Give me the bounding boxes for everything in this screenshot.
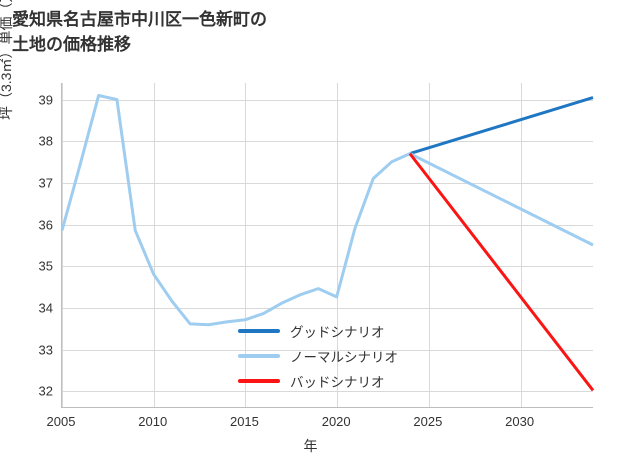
x-tick-label: 2020 (321, 414, 351, 429)
chart-title: 愛知県名古屋市中川区一色新町の 土地の価格推移 (12, 10, 267, 54)
y-tick-label: 34 (38, 300, 53, 316)
legend-swatch (238, 378, 280, 383)
gridline-vertical (337, 83, 339, 407)
legend-swatch (238, 353, 280, 358)
x-tick-label: 2015 (229, 414, 259, 429)
y-axis-label: 坪（3.3㎡）単価（万円） (0, 0, 14, 120)
gridline-horizontal (62, 141, 593, 143)
y-tick-label: 39 (38, 92, 53, 108)
legend-label: ノーマルシナリオ (290, 349, 398, 365)
legend-label: グッドシナリオ (290, 324, 385, 340)
gridline-horizontal (62, 99, 593, 101)
x-tick-label: 2005 (46, 414, 76, 429)
plot-area (61, 83, 593, 408)
gridline-vertical (428, 83, 430, 407)
series-line (410, 154, 593, 391)
gridline-horizontal (62, 266, 593, 268)
gridline-vertical (245, 83, 247, 407)
y-tick-label: 33 (38, 342, 53, 358)
legend-swatch (238, 328, 280, 333)
gridline-vertical (520, 83, 522, 407)
legend-label: バッドシナリオ (290, 374, 385, 390)
gridline-vertical (62, 83, 63, 407)
gridline-horizontal (62, 308, 593, 309)
y-tick-label: 36 (38, 217, 53, 233)
gridline-vertical (153, 83, 155, 407)
legend-item[interactable]: ノーマルシナリオ (238, 343, 438, 368)
y-tick-label: 38 (38, 133, 53, 149)
series-line (62, 95, 593, 324)
gridline-horizontal (62, 349, 593, 351)
y-tick-label: 37 (38, 175, 53, 191)
gridline-horizontal (62, 391, 593, 393)
gridline-horizontal (62, 183, 593, 184)
x-tick-label: 2025 (413, 414, 443, 429)
x-tick-label: 2030 (505, 414, 535, 429)
x-axis-label: 年 (303, 438, 318, 454)
legend: グッドシナリオ ノーマルシナリオ バッドシナリオ (238, 318, 438, 393)
x-tick-label: 2010 (138, 414, 168, 429)
legend-item[interactable]: バッドシナリオ (238, 368, 438, 393)
gridline-horizontal (62, 224, 593, 226)
y-tick-label: 35 (38, 258, 53, 274)
legend-item[interactable]: グッドシナリオ (238, 318, 438, 343)
series-line (410, 98, 593, 154)
y-tick-label: 32 (38, 383, 53, 399)
series-lines (62, 83, 593, 407)
